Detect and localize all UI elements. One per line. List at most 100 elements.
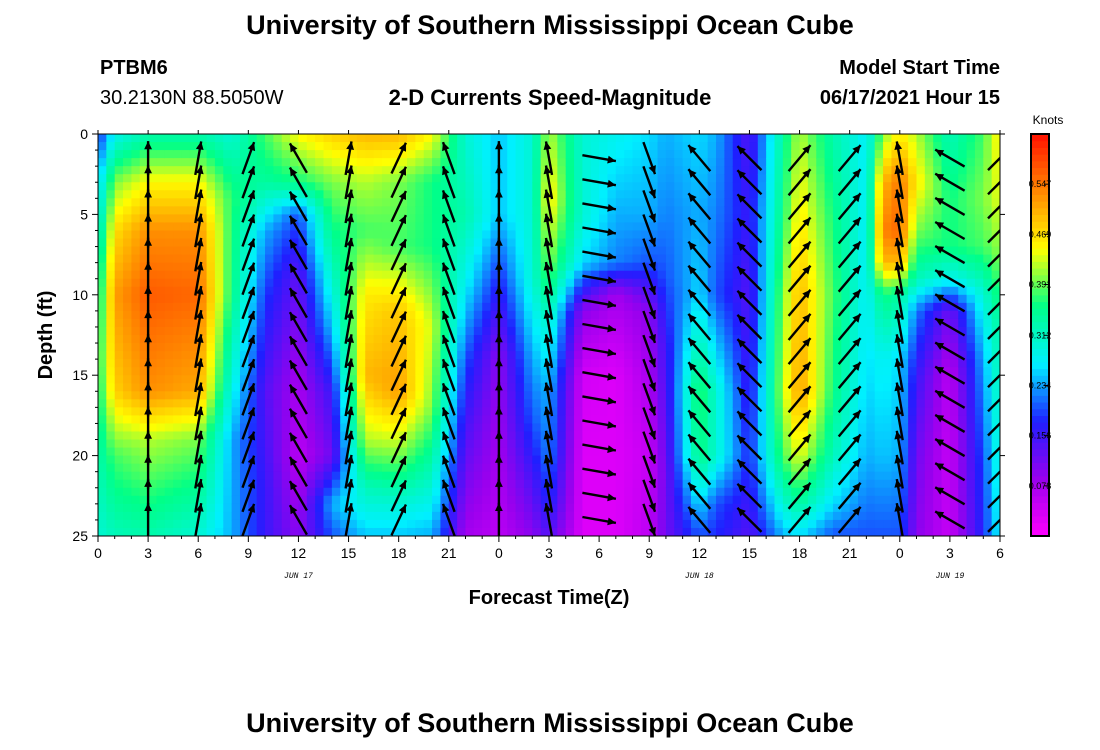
heatmap-cell [849, 166, 859, 175]
heatmap-cell [156, 431, 166, 441]
heatmap-cell [858, 222, 867, 232]
heatmap-cell [615, 134, 625, 143]
heatmap-cell [306, 399, 316, 408]
heatmap-cell [707, 383, 717, 392]
heatmap-cell [549, 286, 558, 296]
heatmap-cell [156, 359, 166, 368]
heatmap-cell [590, 415, 600, 425]
heatmap-cell [908, 134, 918, 143]
heatmap-cell [356, 431, 366, 441]
heatmap-cell [874, 254, 884, 264]
heatmap-cell [532, 198, 542, 207]
heatmap-cell [816, 302, 826, 312]
heatmap-cell [248, 230, 258, 240]
heatmap-cell [473, 270, 483, 280]
heatmap-cell [98, 294, 107, 304]
heatmap-cell [164, 439, 174, 449]
heatmap-cell [265, 455, 274, 465]
heatmap-cell [273, 310, 283, 320]
heatmap-cell [423, 294, 433, 304]
heatmap-cell [440, 423, 450, 433]
heatmap-cell [515, 214, 525, 224]
heatmap-cell [574, 318, 584, 328]
heatmap-cell [674, 182, 684, 191]
heatmap-cell [473, 335, 483, 344]
heatmap-cell [599, 254, 609, 264]
heatmap-cell [824, 158, 834, 167]
heatmap-cell [148, 439, 158, 449]
heatmap-cell [924, 375, 934, 384]
heatmap-cell [114, 455, 124, 465]
heatmap-cell [624, 407, 634, 416]
heatmap-cell [782, 455, 792, 465]
heatmap-cell [156, 198, 166, 207]
heatmap-cell [223, 375, 233, 384]
heatmap-cell [198, 383, 208, 392]
heatmap-cell [290, 495, 300, 505]
heatmap-cell [849, 407, 859, 416]
heatmap-cell [156, 503, 166, 513]
heatmap-cell [465, 511, 475, 521]
heatmap-cell [741, 447, 751, 457]
heatmap-cell [273, 230, 283, 240]
heatmap-cell [732, 439, 742, 449]
heatmap-cell [181, 150, 191, 159]
heatmap-cell [390, 495, 400, 505]
heatmap-cell [423, 375, 433, 384]
heatmap-cell [256, 447, 266, 457]
heatmap-cell [657, 310, 667, 320]
heatmap-cell [239, 463, 249, 473]
heatmap-cell [690, 254, 700, 264]
heatmap-cell [206, 230, 216, 240]
heatmap-cell [223, 286, 233, 296]
heatmap-cell [515, 310, 525, 320]
heatmap-cell [432, 214, 442, 224]
heatmap-cell [549, 254, 558, 264]
heatmap-cell [265, 286, 274, 296]
heatmap-cell [465, 423, 475, 433]
heatmap-cell [273, 190, 283, 199]
heatmap-cell [398, 343, 408, 352]
heatmap-cell [331, 479, 341, 489]
heatmap-cell [323, 511, 333, 521]
heatmap-cell [791, 487, 801, 497]
heatmap-cell [164, 166, 174, 175]
heatmap-cell [624, 134, 634, 143]
heatmap-cell [908, 294, 918, 304]
heatmap-cell [231, 407, 241, 416]
heatmap-cell [390, 310, 400, 320]
heatmap-cell [331, 238, 341, 248]
heatmap-cell [816, 142, 826, 151]
heatmap-cell [298, 230, 308, 240]
heatmap-cell [891, 270, 901, 280]
heatmap-cell [557, 511, 567, 521]
heatmap-cell [582, 326, 592, 336]
heatmap-cell [482, 286, 492, 296]
heatmap-cell [582, 158, 592, 167]
heatmap-cell [256, 391, 266, 400]
heatmap-cell [816, 351, 826, 360]
heatmap-cell [181, 326, 191, 336]
heatmap-cell [841, 166, 851, 175]
heatmap-cell [457, 278, 467, 288]
heatmap-cell [181, 351, 191, 360]
heatmap-cell [98, 166, 107, 175]
heatmap-cell [239, 302, 249, 312]
heatmap-cell [423, 455, 433, 465]
heatmap-cell [323, 230, 333, 240]
heatmap-cell [214, 318, 224, 328]
heatmap-cell [716, 391, 725, 400]
heatmap-cell [716, 286, 725, 296]
heatmap-cell [139, 343, 149, 352]
heatmap-cell [323, 415, 333, 425]
heatmap-cell [281, 487, 291, 497]
heatmap-cell [256, 166, 266, 175]
heatmap-cell [340, 423, 350, 433]
heatmap-cell [682, 142, 692, 151]
heatmap-cell [515, 326, 525, 336]
heatmap-cell [340, 335, 350, 344]
heatmap-cell [482, 230, 492, 240]
heatmap-cell [189, 214, 199, 224]
heatmap-cell [624, 447, 634, 457]
heatmap-cell [356, 527, 366, 536]
